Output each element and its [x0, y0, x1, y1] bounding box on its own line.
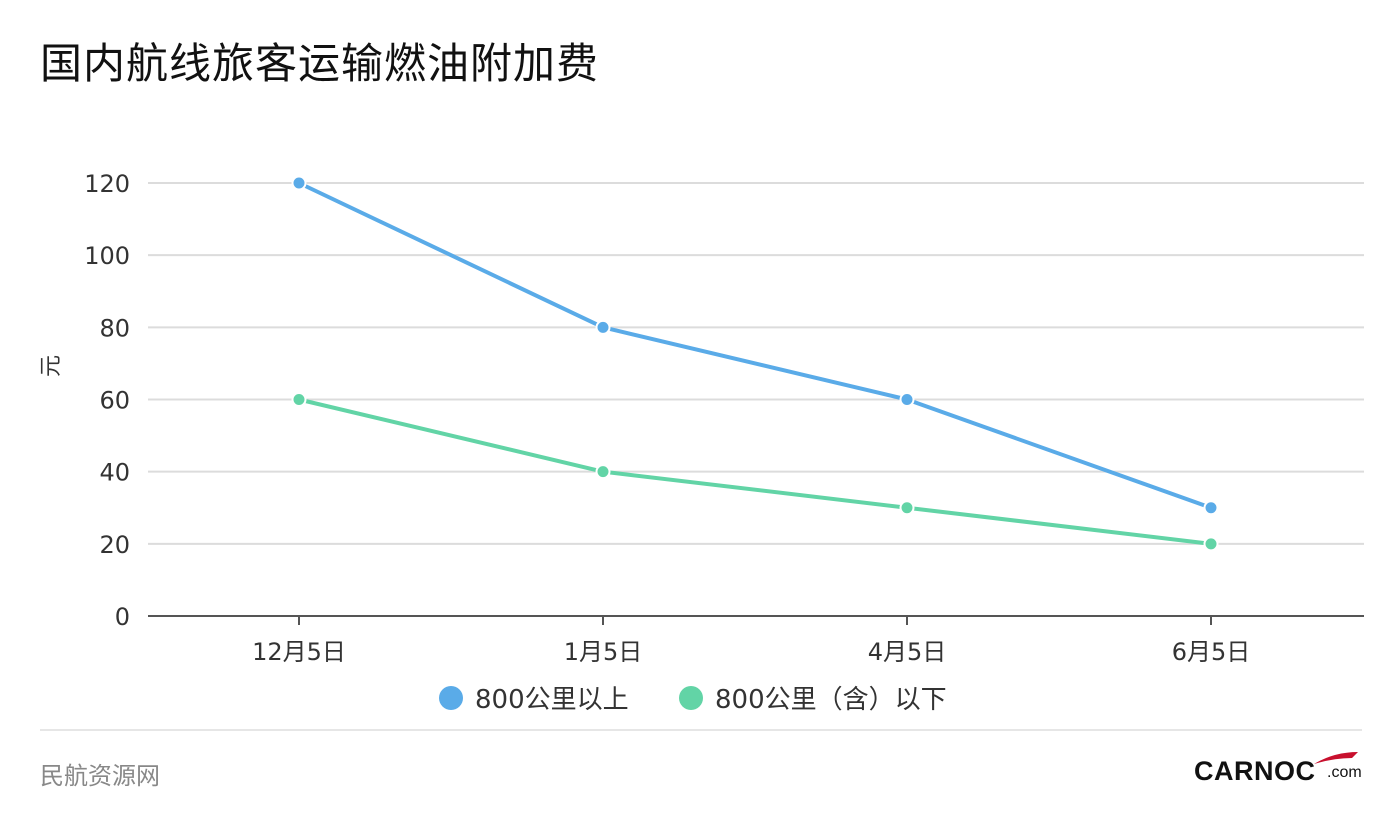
- chart-title: 国内航线旅客运输燃油附加费: [40, 39, 600, 88]
- data-point: [595, 464, 611, 480]
- y-tick-label: 40: [99, 459, 130, 487]
- legend-marker: [439, 686, 463, 710]
- source-label: 民航资源网: [40, 762, 160, 790]
- grid-lines: [148, 182, 1364, 545]
- footer-divider: [40, 729, 1362, 731]
- logo-suffix: .com: [1327, 764, 1362, 781]
- x-tick-label: 1月5日: [564, 638, 643, 666]
- swoosh-icon: [1314, 752, 1358, 764]
- y-tick-label: 100: [84, 242, 130, 270]
- data-point: [291, 175, 307, 191]
- y-tick-label: 20: [99, 531, 130, 559]
- y-tick-label: 0: [115, 603, 130, 631]
- data-point: [595, 319, 611, 335]
- data-point: [899, 500, 915, 516]
- line-chart: 0 20 40 60 80 100 120 12月5日 1月5日 4月5日 6月5日 元 800公…: [39, 170, 1364, 715]
- logo-brand: CARNOC: [1194, 756, 1316, 786]
- series-lines: [291, 175, 1219, 552]
- x-tick-label: 6月5日: [1172, 638, 1251, 666]
- y-tick-label: 80: [99, 314, 130, 342]
- data-point: [899, 392, 915, 407]
- y-axis-label: 元: [39, 355, 64, 377]
- legend-label: 800公里（含）以下: [715, 685, 947, 715]
- x-tick-label: 4月5日: [868, 638, 947, 666]
- legend-label: 800公里以上: [475, 685, 629, 715]
- data-point: [1203, 500, 1219, 516]
- x-tick-label: 12月5日: [252, 638, 346, 666]
- series-line-0: [298, 181, 1212, 510]
- series-line-1: [298, 397, 1212, 546]
- x-axis: 12月5日 1月5日 4月5日 6月5日: [148, 615, 1364, 666]
- data-point: [1203, 536, 1219, 552]
- y-tick-label: 120: [84, 170, 130, 198]
- legend-marker: [679, 686, 703, 710]
- carnoc-logo: CARNOC .com: [1194, 748, 1364, 788]
- data-point: [291, 392, 307, 407]
- y-tick-label: 60: [99, 387, 130, 415]
- legend: 800公里以上 800公里（含）以下: [439, 685, 947, 715]
- y-axis-ticks: 0 20 40 60 80 100 120: [84, 170, 130, 631]
